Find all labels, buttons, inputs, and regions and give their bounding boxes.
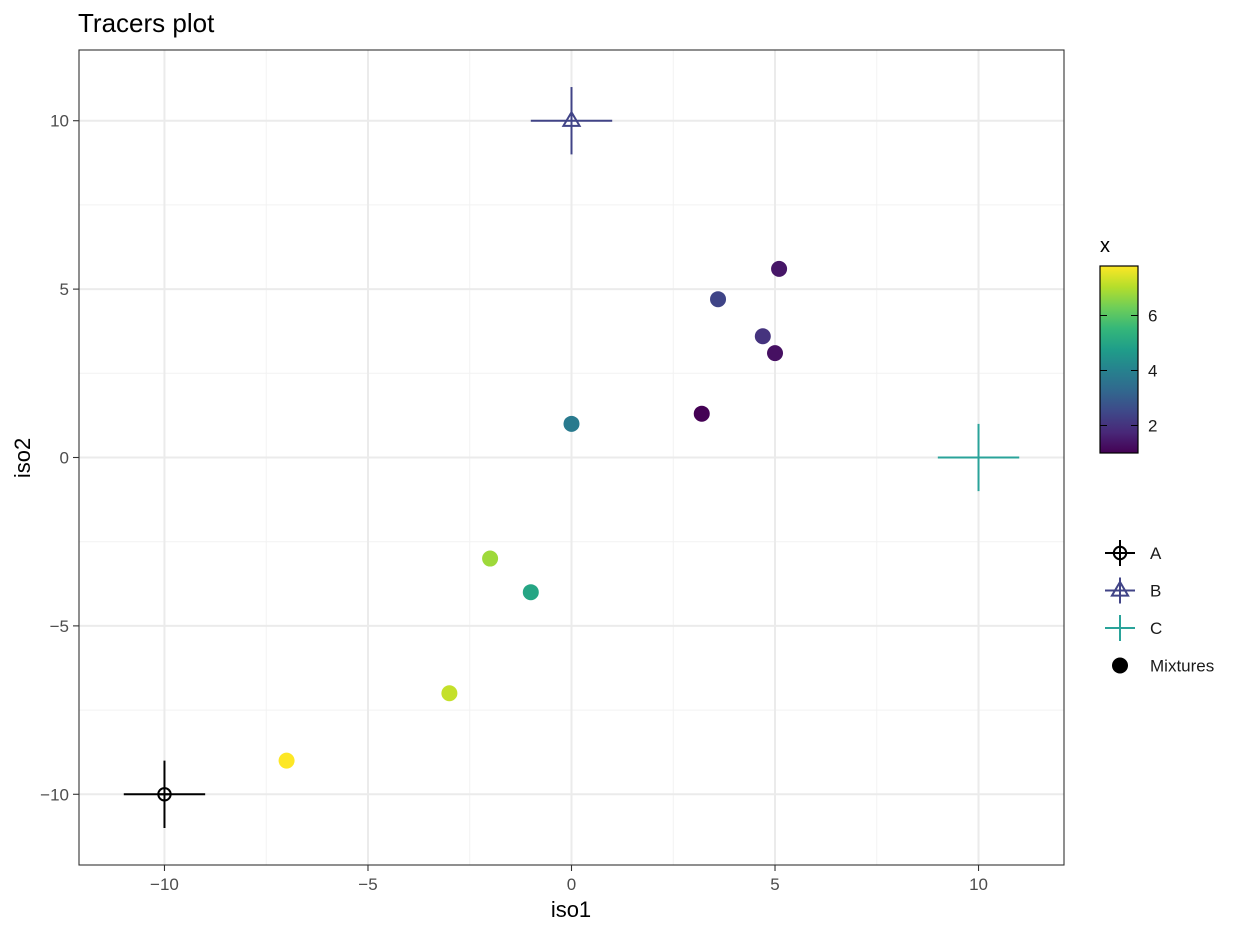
mixture-point	[441, 685, 458, 702]
y-axis-ticks: −10 −5 0 5 10	[40, 112, 79, 804]
y-tick-label: −10	[40, 785, 69, 804]
y-tick-label: −5	[50, 617, 69, 636]
legend-label: A	[1150, 544, 1162, 563]
mixture-point	[767, 345, 784, 362]
legend-label: C	[1150, 619, 1162, 638]
legend-item-b: B	[1105, 577, 1161, 604]
source-b	[530, 87, 613, 155]
x-tick-label: −5	[358, 875, 377, 894]
mixture-point	[482, 550, 499, 567]
mixture-point	[522, 584, 539, 601]
legend-label: Mixtures	[1150, 657, 1214, 676]
grid-lines	[79, 50, 1064, 865]
legend-item-c: C	[1105, 615, 1162, 641]
source-a	[123, 760, 206, 828]
chart-title: Tracers plot	[78, 8, 215, 38]
colorbar-title: x	[1100, 235, 1110, 257]
x-axis-ticks: −10 −5 0 5 10	[150, 865, 988, 894]
mixture-points	[278, 260, 788, 769]
mixture-point	[754, 328, 771, 345]
colorbar-ticks: 2 4 6	[1100, 307, 1157, 436]
mixture-point	[771, 260, 788, 277]
mixture-point	[710, 291, 727, 308]
legend-key-mixtures	[1112, 657, 1128, 674]
x-tick-label: 10	[969, 875, 988, 894]
colorbar-tick-label: 2	[1148, 417, 1157, 436]
y-tick-label: 10	[50, 112, 69, 131]
legend-item-mixtures: Mixtures	[1112, 657, 1214, 676]
x-axis-title: iso1	[551, 897, 591, 922]
shape-legend: ABC Mixtures	[1105, 540, 1214, 676]
source-c	[937, 423, 1020, 492]
legend-label: B	[1150, 582, 1161, 601]
y-tick-label: 0	[60, 449, 69, 468]
mixture-point	[563, 415, 580, 432]
legend-item-a: A	[1105, 540, 1162, 566]
x-tick-label: 0	[567, 875, 576, 894]
y-tick-label: 5	[60, 280, 69, 299]
x-tick-label: −10	[150, 875, 179, 894]
mixture-point	[278, 752, 295, 769]
colorbar-tick-label: 4	[1148, 362, 1157, 381]
colorbar-tick-label: 6	[1148, 307, 1157, 326]
colorbar	[1099, 265, 1139, 454]
mixture-point	[693, 405, 710, 422]
x-tick-label: 5	[770, 875, 779, 894]
source-markers	[123, 87, 1020, 828]
y-axis-title: iso2	[10, 438, 35, 478]
source-triangle-symbol	[561, 110, 582, 127]
source-triangle-symbol	[1110, 580, 1130, 597]
